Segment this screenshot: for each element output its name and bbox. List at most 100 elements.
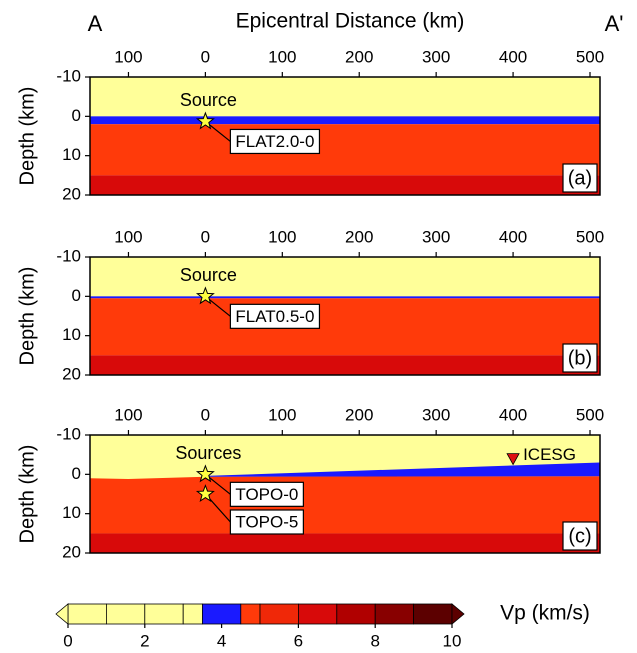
y-tick-label: 0 — [72, 286, 81, 305]
velocity-layer — [90, 175, 600, 195]
velocity-layer — [90, 77, 600, 117]
x-tick-label: 100 — [268, 47, 296, 66]
panel-label-box — [562, 521, 598, 551]
colorbar-tick-label: 8 — [370, 631, 379, 650]
x-tick-label: 100 — [114, 47, 142, 66]
velocity-layer — [90, 124, 600, 176]
colorbar-segment — [182, 603, 203, 625]
y-tick-label: 20 — [62, 184, 81, 203]
station-marker — [506, 453, 520, 466]
x-tick-label: 100 — [268, 405, 296, 424]
callout-box — [229, 303, 321, 329]
x-tick-label: 200 — [345, 405, 373, 424]
y-axis-title: Depth (km) — [16, 445, 38, 544]
x-tick-label: 500 — [576, 47, 604, 66]
x-tick-label: 0 — [201, 405, 210, 424]
x-tick-label: 0 — [201, 47, 210, 66]
colorbar-segment — [297, 603, 338, 625]
velocity-layer — [90, 298, 600, 356]
y-tick-label: -10 — [56, 246, 81, 265]
section-body — [90, 257, 600, 375]
section-start-label: A — [88, 11, 103, 36]
section-body — [90, 77, 600, 195]
colorbar-segment — [201, 603, 242, 625]
x-tick-label: 300 — [422, 405, 450, 424]
velocity-layer — [90, 533, 600, 553]
callout-box — [229, 481, 304, 507]
callout-label: TOPO-0 — [235, 485, 298, 504]
source-star — [195, 111, 215, 130]
x-tick-label: 400 — [499, 227, 527, 246]
source-star — [195, 286, 215, 305]
x-tick-label: 500 — [576, 405, 604, 424]
panel-frame — [89, 256, 601, 376]
y-axis-title: Depth (km) — [16, 87, 38, 186]
section-body — [90, 435, 600, 553]
panel-label: (b) — [568, 347, 592, 369]
callout-label: FLAT2.0-0 — [235, 132, 314, 151]
velocity-layer — [90, 355, 600, 375]
panel-frame — [89, 434, 601, 554]
colorbar-segment — [106, 603, 146, 625]
colorbar-title: Vp (km/s) — [500, 602, 590, 625]
x-tick-label: 400 — [499, 47, 527, 66]
x-tick-label: 200 — [345, 47, 373, 66]
x-tick-label: 400 — [499, 405, 527, 424]
callout-box — [229, 128, 321, 155]
x-axis-title: Epicentral Distance (km) — [236, 10, 465, 33]
y-tick-label: 20 — [62, 542, 81, 561]
panel-frame — [89, 76, 601, 196]
colorbar-segment — [144, 603, 184, 625]
x-tick-label: 500 — [576, 227, 604, 246]
colorbar-tick-label: 10 — [443, 631, 462, 650]
source-label: Sources — [175, 443, 241, 463]
y-tick-label: -10 — [56, 66, 81, 85]
y-tick-label: 0 — [72, 464, 81, 483]
colorbar-segment — [67, 603, 107, 625]
x-tick-label: 100 — [114, 227, 142, 246]
colorbar-tick-label: 2 — [140, 631, 149, 650]
x-tick-label: 100 — [268, 227, 296, 246]
source-star — [195, 484, 215, 503]
y-axis-title: Depth (km) — [16, 267, 38, 366]
station-label: ICESG — [523, 445, 576, 464]
y-tick-label: 10 — [62, 503, 81, 522]
colorbar-tick-label: 0 — [63, 631, 72, 650]
velocity-layer — [90, 116, 600, 125]
x-tick-label: 200 — [345, 227, 373, 246]
colorbar-extend-low — [55, 603, 69, 625]
panel-label: (c) — [568, 525, 591, 547]
x-tick-label: 100 — [114, 405, 142, 424]
y-tick-label: 10 — [62, 325, 81, 344]
y-tick-label: 10 — [62, 145, 81, 164]
x-tick-label: 300 — [422, 47, 450, 66]
velocity-layer — [90, 257, 600, 297]
section-end-label: A' — [605, 11, 624, 36]
panel-label-box — [562, 163, 598, 193]
velocity-layer — [90, 476, 600, 534]
source-label: Source — [180, 90, 237, 110]
callout-label: FLAT0.5-0 — [235, 307, 314, 326]
panel-label: (a) — [568, 167, 592, 189]
y-tick-label: 0 — [72, 106, 81, 125]
colorbar-segment — [413, 603, 453, 625]
velocity-layer — [205, 462, 600, 477]
velocity-layer — [90, 296, 600, 299]
colorbar-segment — [259, 603, 299, 625]
colorbar-extend-high — [451, 603, 465, 625]
source-label: Source — [180, 265, 237, 285]
colorbar-tick-label: 4 — [217, 631, 226, 650]
source-star — [195, 464, 215, 483]
x-tick-label: 0 — [201, 227, 210, 246]
panel-label-box — [562, 343, 598, 373]
y-tick-label: 20 — [62, 364, 81, 383]
colorbar-segment — [374, 603, 415, 625]
callout-label: TOPO-5 — [235, 512, 298, 531]
colorbar-segment — [336, 603, 376, 625]
colorbar-tick-label: 6 — [294, 631, 303, 650]
y-tick-label: -10 — [56, 424, 81, 443]
colorbar-segment — [240, 603, 261, 625]
callout-box — [229, 509, 304, 535]
x-tick-label: 300 — [422, 227, 450, 246]
